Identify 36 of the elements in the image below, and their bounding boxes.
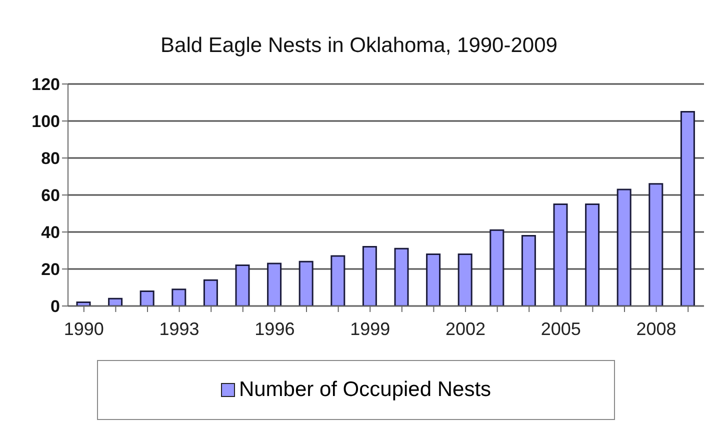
y-tick-label: 60 (41, 186, 60, 206)
bar (426, 253, 441, 306)
x-tick-label: 2005 (540, 318, 581, 339)
y-tick-label: 100 (32, 112, 60, 132)
chart-title: Bald Eagle Nests in Oklahoma, 1990-2009 (160, 33, 558, 59)
bar (235, 264, 250, 306)
bar (203, 279, 218, 306)
bar (140, 290, 154, 306)
y-tick-label: 80 (41, 149, 60, 168)
x-tick-label: 1999 (350, 318, 390, 339)
bar (648, 183, 664, 306)
bar (458, 253, 472, 306)
bar (680, 111, 695, 306)
legend-label: Number of Occupied Nests (238, 378, 492, 402)
bar (394, 248, 409, 306)
x-tick-label: 1996 (254, 318, 295, 339)
bar (490, 229, 504, 306)
x-tick-label: 2002 (445, 318, 486, 339)
y-tick-label: 0 (50, 297, 60, 316)
y-tick-label: 40 (41, 223, 60, 242)
bar (298, 260, 314, 306)
bar (616, 188, 632, 306)
bar (172, 288, 186, 306)
x-tick-label: 2008 (636, 318, 676, 339)
bar (585, 204, 600, 306)
bar (108, 298, 123, 306)
bar (553, 204, 568, 306)
x-tick-label: 1990 (64, 318, 104, 339)
bar (521, 234, 536, 306)
bar (330, 255, 346, 306)
bar (76, 302, 91, 306)
y-tick-label: 20 (41, 260, 60, 280)
bar (267, 262, 282, 306)
bar (362, 246, 377, 306)
y-tick-label: 120 (32, 75, 60, 94)
x-tick-label: 1993 (159, 318, 200, 339)
